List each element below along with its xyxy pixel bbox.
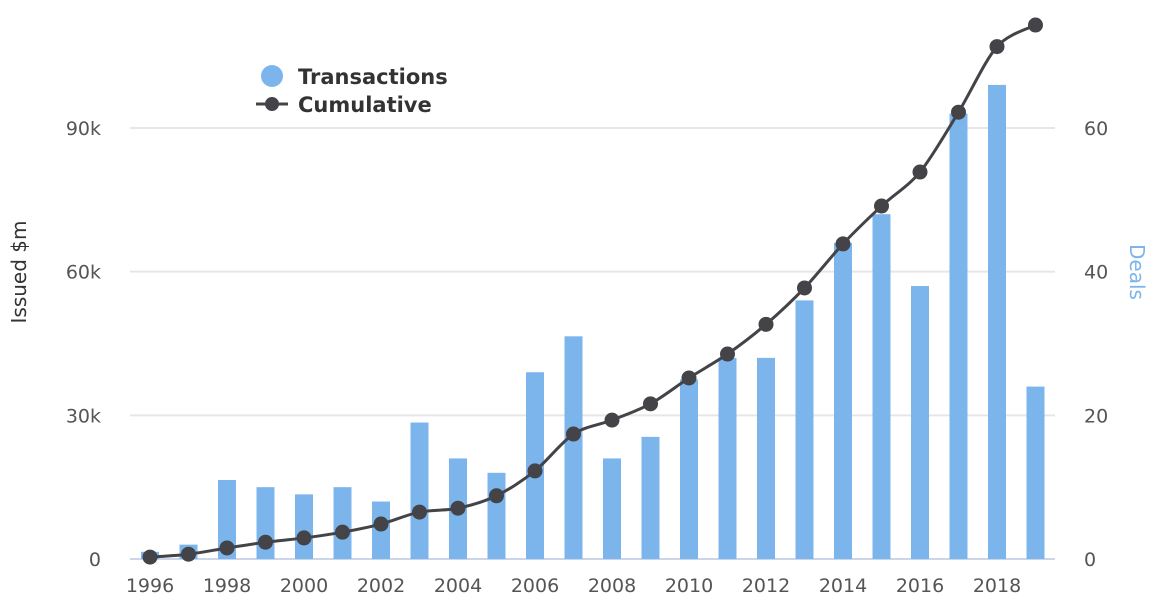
bar-2009 — [641, 436, 660, 559]
bar-2003 — [410, 422, 429, 559]
x-tick-label: 2014 — [819, 575, 867, 597]
point-2013 — [797, 280, 812, 296]
x-tick-label: 2010 — [665, 575, 713, 597]
bar-2016 — [911, 286, 929, 559]
bar-2008 — [603, 458, 621, 559]
legend-transactions-marker — [261, 65, 283, 87]
bar-2005 — [487, 472, 506, 559]
point-2008 — [604, 412, 620, 428]
right-tick-label: 60 — [1084, 118, 1108, 140]
point-2009 — [643, 396, 658, 412]
bar-1998 — [218, 479, 236, 559]
bar-2011 — [718, 357, 737, 559]
bar-2014 — [834, 242, 852, 559]
bar-2018 — [988, 84, 1006, 560]
bar-2013 — [795, 300, 814, 559]
point-2019 — [1028, 17, 1043, 33]
x-tick-label: 2018 — [973, 575, 1021, 597]
point-2005 — [489, 488, 504, 504]
left-tick-label: 90k — [66, 118, 101, 140]
bar-2019 — [1026, 386, 1045, 559]
right-axis-ticks: 0 20 40 60 — [1084, 118, 1108, 571]
gridlines — [130, 127, 1055, 560]
x-tick-label: 2008 — [588, 575, 636, 597]
bar-2015 — [872, 214, 891, 559]
point-2012 — [758, 316, 774, 332]
bar-2010 — [680, 379, 698, 559]
bars — [141, 84, 1045, 560]
x-tick-label: 2000 — [280, 575, 328, 597]
x-tick-label: 2002 — [357, 575, 405, 597]
point-2007 — [566, 426, 581, 442]
x-tick-label: 2006 — [511, 575, 559, 597]
x-axis-ticks: 1996 1998 2000 2002 2004 2006 2008 2010 2012 2014… — [126, 575, 1021, 597]
bar-2007 — [564, 336, 583, 559]
point-2000 — [296, 530, 312, 546]
x-tick-label: 2004 — [434, 575, 482, 597]
bar-2012 — [757, 357, 775, 559]
point-2018 — [989, 39, 1005, 55]
point-2002 — [373, 516, 389, 532]
x-tick-label: 1996 — [126, 575, 174, 597]
cumulative-points — [142, 17, 1043, 565]
point-2010 — [681, 370, 697, 386]
right-axis-title: Deals — [1125, 244, 1149, 300]
left-axis-title: Issued $m — [7, 221, 31, 324]
legend-transactions-label[interactable]: Transactions — [298, 65, 448, 89]
bar-2017 — [949, 113, 968, 559]
point-2015 — [874, 198, 889, 214]
legend[interactable]: Transactions Cumulative — [256, 65, 448, 117]
point-1996 — [142, 549, 158, 565]
bar-2000 — [295, 494, 313, 559]
x-tick-label: 2016 — [896, 575, 944, 597]
legend-cumulative-marker — [265, 97, 279, 111]
right-tick-label: 40 — [1084, 262, 1108, 284]
point-2004 — [450, 500, 466, 516]
right-tick-label: 20 — [1084, 405, 1108, 427]
point-2014 — [835, 236, 851, 252]
bar-2001 — [333, 487, 352, 559]
point-2017 — [951, 104, 966, 120]
point-2011 — [720, 346, 735, 362]
left-tick-label: 60k — [66, 262, 101, 284]
left-tick-label: 30k — [66, 405, 101, 427]
left-axis-ticks: 0 30k 60k 90k — [66, 118, 101, 571]
point-2001 — [335, 524, 350, 540]
right-tick-label: 0 — [1084, 549, 1096, 571]
point-2016 — [912, 164, 928, 180]
legend-cumulative-label[interactable]: Cumulative — [298, 93, 432, 117]
point-2003 — [412, 504, 427, 520]
point-1997 — [181, 546, 196, 562]
x-tick-label: 2012 — [742, 575, 790, 597]
left-tick-label: 0 — [89, 549, 101, 571]
point-1999 — [258, 534, 273, 550]
x-tick-label: 1998 — [203, 575, 251, 597]
point-1998 — [219, 540, 235, 556]
point-2006 — [527, 463, 543, 479]
